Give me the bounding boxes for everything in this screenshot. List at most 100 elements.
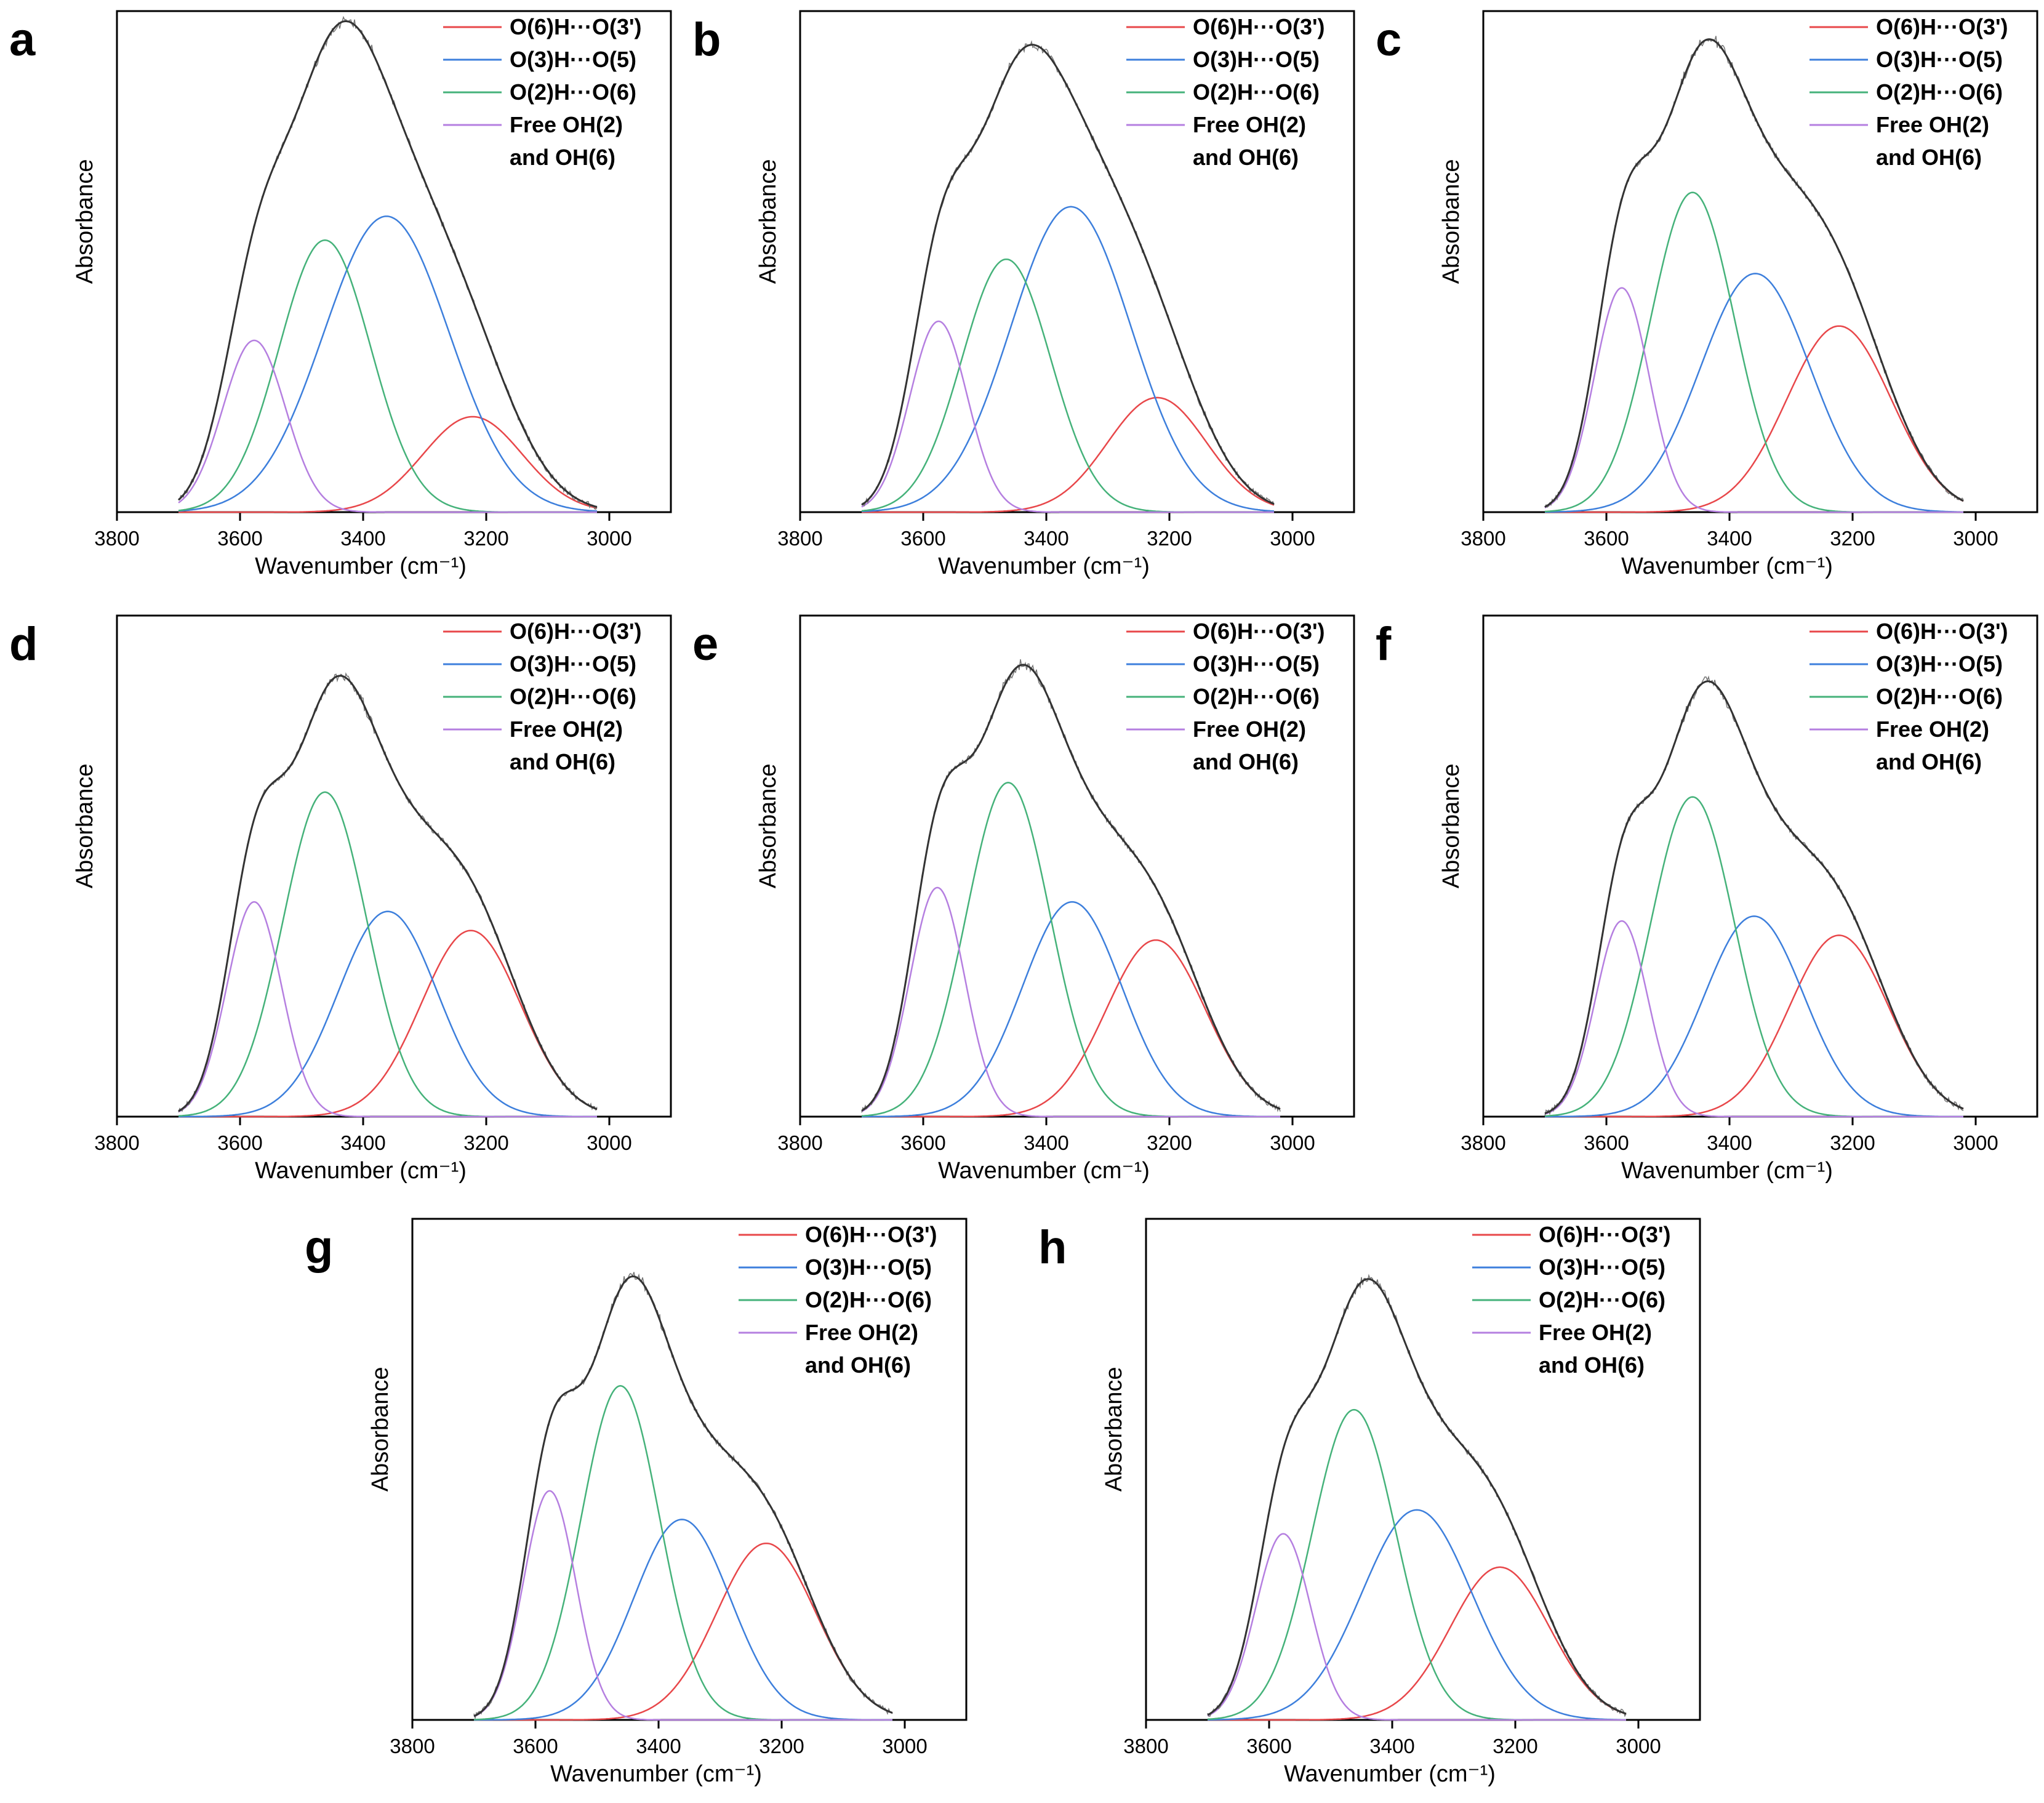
y-axis-title: Absorbance bbox=[1438, 159, 1464, 284]
legend-entry-2: O(3)H···O(5) bbox=[805, 1255, 932, 1280]
chart-panel-g: g 3800 3600 3400 3200 3000 Wavenumber (cm⁻¹) Ab… bbox=[305, 1218, 968, 1787]
x-tick-label: 3600 bbox=[1584, 1131, 1629, 1154]
series-line-4 bbox=[178, 901, 597, 1118]
panel-label: d bbox=[9, 618, 38, 670]
y-axis-title: Absorbance bbox=[755, 159, 781, 284]
fitted-sum-line bbox=[178, 675, 598, 1112]
panel-label: h bbox=[1038, 1221, 1067, 1274]
series-line-3 bbox=[1544, 191, 1963, 513]
series-line-3 bbox=[1207, 1408, 1626, 1721]
x-tick-label: 3800 bbox=[1461, 1131, 1505, 1154]
x-tick-label: 3800 bbox=[390, 1735, 435, 1757]
y-axis-title: Absorbance bbox=[1101, 1367, 1127, 1492]
series-line-1 bbox=[862, 939, 1281, 1118]
measured-spectrum-line bbox=[861, 40, 1275, 507]
chart-panel-a: a 3800 3600 3400 3200 3000 Wavenumber (cm⁻¹) Ab… bbox=[9, 10, 672, 579]
x-tick-label: 3600 bbox=[217, 527, 262, 550]
x-axis-title: Wavenumber (cm⁻¹) bbox=[1621, 1158, 1833, 1184]
panel-label: g bbox=[305, 1221, 333, 1274]
series-line-1 bbox=[862, 396, 1275, 513]
legend-entry-2: O(3)H···O(5) bbox=[1876, 651, 2003, 677]
fitted-sum-line bbox=[473, 1275, 893, 1717]
x-tick-label: 3800 bbox=[1461, 527, 1505, 550]
x-tick-label: 3800 bbox=[94, 1131, 139, 1154]
x-tick-label: 3000 bbox=[1953, 527, 1998, 550]
legend-entry-4: Free OH(2) bbox=[1876, 112, 1989, 137]
x-tick-label: 3600 bbox=[217, 1131, 262, 1154]
x-tick-label: 3400 bbox=[340, 527, 385, 550]
x-tick-label: 3000 bbox=[1616, 1735, 1661, 1757]
legend-entry-5: and OH(6) bbox=[510, 145, 615, 170]
x-tick-label: 3400 bbox=[1707, 1131, 1752, 1154]
legend-entry-1: O(6)H···O(3') bbox=[1193, 619, 1325, 644]
x-tick-label: 3600 bbox=[900, 1131, 945, 1154]
x-tick-label: 3800 bbox=[777, 527, 822, 550]
series-line-3 bbox=[861, 258, 1274, 513]
x-tick-label: 3800 bbox=[94, 527, 139, 550]
legend-entry-1: O(6)H···O(3') bbox=[1876, 619, 2008, 644]
x-tick-label: 3600 bbox=[1584, 527, 1629, 550]
series-line-2 bbox=[178, 215, 598, 512]
legend-entry-1: O(6)H···O(3') bbox=[1539, 1222, 1671, 1247]
series-line-1 bbox=[1545, 934, 1964, 1118]
x-tick-label: 3200 bbox=[463, 527, 508, 550]
series-line-4 bbox=[1544, 287, 1963, 513]
series-line-1 bbox=[178, 416, 598, 513]
x-axis-title: Wavenumber (cm⁻¹) bbox=[938, 1158, 1150, 1184]
panel-label: c bbox=[1376, 14, 1401, 66]
x-tick-label: 3000 bbox=[1953, 1131, 1998, 1154]
x-tick-label: 3400 bbox=[1707, 527, 1752, 550]
legend-entry-1: O(6)H···O(3') bbox=[510, 14, 642, 39]
series-line-3 bbox=[473, 1385, 892, 1721]
legend-entry-4: Free OH(2) bbox=[1876, 717, 1989, 742]
legend-entry-2: O(3)H···O(5) bbox=[510, 651, 636, 677]
chart-panel-h: h 3800 3600 3400 3200 3000 Wavenumber (cm⁻¹) Ab… bbox=[1038, 1218, 1701, 1787]
x-tick-label: 3200 bbox=[759, 1735, 804, 1757]
fitted-sum-line bbox=[177, 20, 598, 508]
series-line-2 bbox=[862, 206, 1275, 513]
y-axis-title: Absorbance bbox=[367, 1367, 393, 1492]
legend-entry-4: Free OH(2) bbox=[1539, 1320, 1652, 1345]
series-line-1 bbox=[474, 1542, 893, 1721]
legend-entry-1: O(6)H···O(3') bbox=[1193, 14, 1325, 39]
legend-entry-1: O(6)H···O(3') bbox=[510, 619, 642, 644]
x-axis-title: Wavenumber (cm⁻¹) bbox=[550, 1761, 762, 1787]
legend-entry-1: O(6)H···O(3') bbox=[805, 1222, 937, 1247]
x-tick-label: 3400 bbox=[636, 1735, 681, 1757]
chart-panel-d: d 3800 3600 3400 3200 3000 Wavenumber (cm⁻¹) Ab… bbox=[9, 614, 672, 1184]
x-tick-label: 3000 bbox=[882, 1735, 927, 1757]
legend-entry-4: Free OH(2) bbox=[805, 1320, 918, 1345]
fitted-sum-line bbox=[1544, 680, 1964, 1115]
fitted-sum-line bbox=[861, 44, 1275, 506]
chart-panel-e: e 3800 3600 3400 3200 3000 Wavenumber (cm⁻¹) Ab… bbox=[692, 614, 1355, 1184]
legend-entry-2: O(3)H···O(5) bbox=[510, 47, 636, 72]
series-line-4 bbox=[861, 320, 1274, 513]
legend-entry-4: Free OH(2) bbox=[510, 717, 623, 742]
legend-entry-5: and OH(6) bbox=[1876, 145, 1982, 170]
y-axis-title: Absorbance bbox=[755, 763, 781, 888]
legend-entry-3: O(2)H···O(6) bbox=[1193, 684, 1320, 709]
x-tick-label: 3400 bbox=[1024, 1131, 1068, 1154]
panel-label: b bbox=[692, 14, 721, 66]
legend-entry-5: and OH(6) bbox=[1193, 145, 1299, 170]
x-tick-label: 3000 bbox=[1270, 527, 1315, 550]
x-axis-title: Wavenumber (cm⁻¹) bbox=[938, 553, 1150, 579]
legend-entry-2: O(3)H···O(5) bbox=[1876, 47, 2003, 72]
x-axis-title: Wavenumber (cm⁻¹) bbox=[255, 553, 467, 579]
legend-entry-4: Free OH(2) bbox=[510, 112, 623, 137]
series-line-4 bbox=[1544, 920, 1963, 1118]
x-tick-label: 3600 bbox=[513, 1735, 558, 1757]
series-line-3 bbox=[178, 791, 597, 1118]
legend-entry-3: O(2)H···O(6) bbox=[510, 79, 636, 105]
legend-entry-3: O(2)H···O(6) bbox=[1539, 1287, 1665, 1312]
legend-entry-5: and OH(6) bbox=[1539, 1352, 1645, 1378]
legend-entry-2: O(3)H···O(5) bbox=[1193, 651, 1320, 677]
legend-entry-2: O(3)H···O(5) bbox=[1539, 1255, 1665, 1280]
series-line-1 bbox=[178, 930, 598, 1118]
series-line-3 bbox=[1544, 796, 1963, 1118]
legend-entry-5: and OH(6) bbox=[1193, 749, 1299, 774]
legend-entry-1: O(6)H···O(3') bbox=[1876, 14, 2008, 39]
fitted-sum-line bbox=[1207, 1278, 1627, 1716]
x-tick-label: 3200 bbox=[463, 1131, 508, 1154]
